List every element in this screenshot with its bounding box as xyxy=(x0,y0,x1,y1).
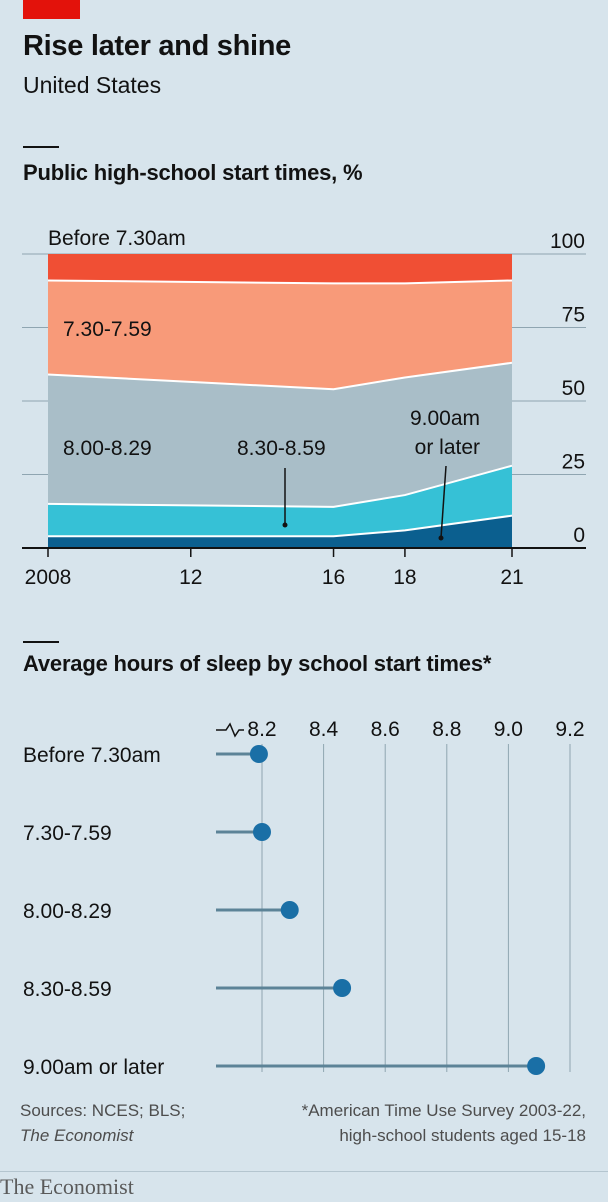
area-band-0 xyxy=(48,515,512,548)
economist-logo-text: The Economist xyxy=(0,1174,134,1199)
footnote-line-1: *American Time Use Survey 2003-22, xyxy=(301,1101,586,1120)
series-label-900-later-line1: 9.00am xyxy=(410,407,480,430)
area-band-4 xyxy=(48,254,512,284)
section-rule xyxy=(23,146,59,148)
band-separator-1 xyxy=(47,464,513,508)
band-separator-0 xyxy=(48,514,513,538)
x-tick-label: 9.0 xyxy=(494,718,523,741)
footnote-line-2: high-school students aged 15-18 xyxy=(339,1126,586,1145)
sources-text: Sources: NCES; BLS; xyxy=(20,1101,186,1120)
chart-title: Rise later and shine xyxy=(23,30,291,62)
y-tick-label: 100 xyxy=(550,230,585,253)
leader-dot-830-859 xyxy=(282,522,288,528)
lollipop-dot xyxy=(253,823,271,841)
x-tick-label: 16 xyxy=(322,566,345,589)
y-tick-label: 25 xyxy=(562,451,585,474)
category-label: Before 7.30am xyxy=(23,744,161,767)
band-separator-3 xyxy=(47,279,513,285)
x-tick-label: 18 xyxy=(393,566,416,589)
section-rule xyxy=(23,641,59,643)
area-band-2 xyxy=(48,362,512,507)
sources-note: Sources: NCES; BLS; The Economist xyxy=(20,1098,185,1148)
x-tick-label: 2008 xyxy=(25,566,72,589)
series-label-before-730: Before 7.30am xyxy=(48,227,186,250)
sources-publication: The Economist xyxy=(20,1126,134,1145)
category-label: 7.30-7.59 xyxy=(23,822,112,845)
x-tick-label: 21 xyxy=(500,566,523,589)
leader-line-900-later xyxy=(440,465,447,539)
lollipop-dot xyxy=(333,979,352,997)
area-band-1 xyxy=(48,465,512,537)
x-tick-label: 8.2 xyxy=(247,718,276,741)
lollipop-dot xyxy=(527,1057,546,1075)
x-tick-label: 12 xyxy=(179,566,202,589)
band-separator-2 xyxy=(47,361,513,391)
area-band-3 xyxy=(48,280,512,390)
series-label-830-859: 8.30-8.59 xyxy=(237,437,326,460)
lollipop-chart-title: Average hours of sleep by school start t… xyxy=(23,651,492,676)
series-label-800-829: 8.00-8.29 xyxy=(63,437,152,460)
x-tick-label: 8.4 xyxy=(309,718,339,741)
footnote: *American Time Use Survey 2003-22, high-… xyxy=(302,1098,586,1148)
category-label: 8.30-8.59 xyxy=(23,978,112,1001)
lollipop-dot xyxy=(249,745,268,763)
y-tick-label: 75 xyxy=(562,304,585,327)
series-label-900-later-line2: or later xyxy=(415,436,480,459)
axis-break-icon xyxy=(216,722,244,738)
lollipop-dot xyxy=(280,901,299,919)
footer-separator xyxy=(0,1171,608,1172)
series-label-730-759: 7.30-7.59 xyxy=(63,318,152,341)
lollipop-chart: 8.2 8.4 8.6 8.8 9.0 9.2 Before 7.30am 7.30-7.59… xyxy=(23,718,585,1079)
x-tick-label: 8.6 xyxy=(371,718,400,741)
area-chart: 0 25 50 75 100 2008 12 16 18 21 Before 7.30am 7.30-… xyxy=(22,227,586,589)
category-label: 8.00-8.29 xyxy=(23,900,112,923)
x-tick-label: 9.2 xyxy=(555,718,584,741)
area-chart-title: Public high-school start times, % xyxy=(23,160,363,185)
y-tick-label: 50 xyxy=(562,377,585,400)
brand-red-tag xyxy=(23,0,80,19)
chart-subtitle: United States xyxy=(23,72,162,98)
leader-dot-900-later xyxy=(438,535,444,541)
y-tick-label: 0 xyxy=(573,524,585,547)
x-tick-label: 8.8 xyxy=(432,718,461,741)
category-label: 9.00am or later xyxy=(23,1056,164,1079)
